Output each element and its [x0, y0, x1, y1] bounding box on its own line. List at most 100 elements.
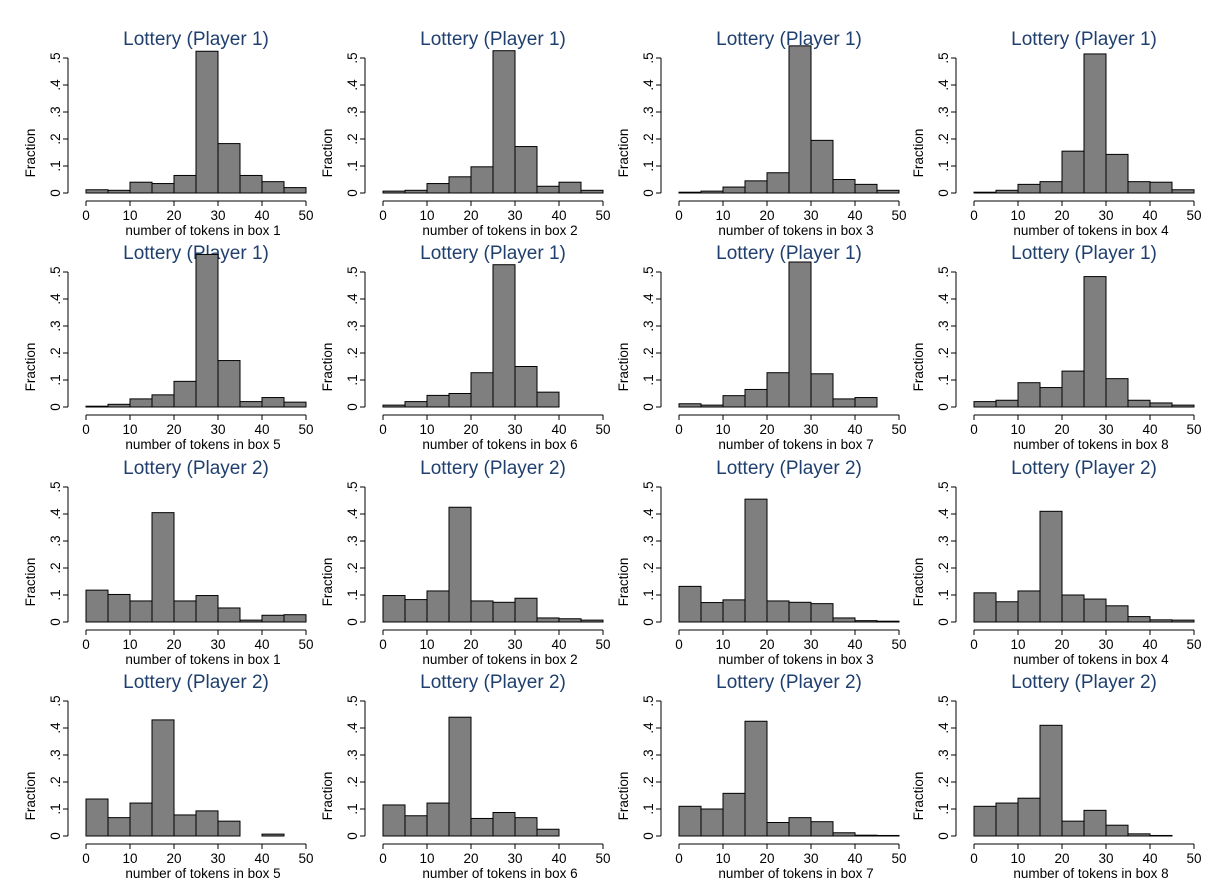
histogram-bar: [678, 191, 702, 194]
histogram-bar: [810, 373, 834, 408]
x-tick-label: 10: [419, 851, 434, 866]
x-tick-label: 30: [803, 422, 818, 437]
histogram-bar: [536, 617, 560, 623]
histogram-bar: [448, 176, 472, 194]
histogram-bar: [217, 607, 241, 623]
y-tick-label: .2: [48, 347, 63, 358]
y-tick-label: .1: [345, 589, 360, 600]
x-tick-label: 20: [1054, 208, 1069, 223]
x-tick-label: 0: [970, 637, 978, 652]
histogram-panel: Lottery (Player 2) 0 .1 .2 .3 .4 .5 Fraction 0 10…: [616, 458, 907, 667]
x-tick-label: 0: [675, 422, 683, 437]
y-tick-label: .4: [48, 79, 63, 91]
histogram-bar: [744, 180, 768, 194]
histogram-bar: [1149, 834, 1173, 837]
histogram-bar: [1105, 605, 1129, 623]
x-axis-label: number of tokens in box 7: [718, 437, 873, 452]
x-tick-label: 10: [715, 851, 730, 866]
y-tick-label: .2: [641, 776, 656, 787]
y-axis-label: Fraction: [320, 129, 335, 178]
panel-title: Lottery (Player 2): [123, 458, 269, 479]
y-tick-label: .4: [48, 508, 63, 520]
y-tick-label: 0: [936, 832, 951, 840]
histogram-bar: [239, 619, 263, 623]
histogram-bar: [722, 395, 746, 408]
y-tick-label: .1: [48, 374, 63, 385]
histogram-bar: [129, 600, 153, 623]
histogram-bar: [766, 172, 790, 194]
x-tick-label: 0: [675, 637, 683, 652]
x-tick-label: 10: [1010, 637, 1025, 652]
x-tick-label: 50: [298, 422, 313, 437]
y-tick-label: .1: [936, 160, 951, 171]
y-tick-label: 0: [48, 618, 63, 626]
histogram-bar: [195, 595, 219, 623]
x-tick-label: 40: [254, 208, 269, 223]
y-tick-label: .1: [48, 160, 63, 171]
histogram-bar: [700, 808, 724, 837]
x-tick-label: 20: [1054, 422, 1069, 437]
y-tick-label: .1: [345, 160, 360, 171]
x-tick-label: 40: [847, 208, 862, 223]
histogram-bar: [1061, 150, 1085, 194]
x-tick-label: 30: [210, 422, 225, 437]
y-tick-label: .3: [48, 535, 63, 546]
histogram-bar: [85, 798, 109, 837]
histogram-bar: [1017, 183, 1041, 194]
histogram-bar: [580, 189, 604, 194]
x-tick-label: 0: [675, 208, 683, 223]
y-axis-label: Fraction: [616, 343, 631, 392]
panel-title: Lottery (Player 2): [123, 672, 269, 693]
x-tick-label: 40: [551, 422, 566, 437]
y-tick-label: 0: [936, 618, 951, 626]
panel-title: Lottery (Player 1): [716, 29, 862, 50]
y-tick-label: .2: [345, 347, 360, 358]
histogram-panel: Lottery (Player 1) 0 .1 .2 .3 .4 .5 Fraction 0 10…: [911, 243, 1202, 452]
y-tick-label: .2: [48, 133, 63, 144]
panel-title: Lottery (Player 1): [123, 29, 269, 50]
y-tick-label: 0: [641, 618, 656, 626]
histogram-bar: [470, 817, 494, 837]
x-tick-label: 50: [298, 851, 313, 866]
histogram-bar: [1105, 153, 1129, 194]
histogram-bar: [85, 589, 109, 623]
histogram-bar: [810, 603, 834, 623]
x-tick-label: 20: [166, 422, 181, 437]
histogram-panel: Lottery (Player 2) 0 .1 .2 .3 .4 .5 Fraction 0 10…: [23, 458, 314, 667]
histogram-bar: [261, 833, 285, 837]
x-axis-label: number of tokens in box 1: [125, 223, 280, 238]
y-tick-label: .1: [345, 803, 360, 814]
histogram-bar: [404, 401, 428, 408]
histogram-bar: [283, 187, 307, 194]
x-tick-label: 40: [847, 851, 862, 866]
y-tick-label: .2: [345, 133, 360, 144]
x-tick-label: 30: [507, 208, 522, 223]
histogram-bar: [1149, 619, 1173, 623]
x-tick-label: 30: [507, 851, 522, 866]
y-tick-label: .3: [641, 320, 656, 331]
histogram-bar: [995, 189, 1019, 194]
histogram-bar: [1127, 399, 1151, 408]
histogram-bar: [426, 590, 450, 623]
y-axis-label: Fraction: [320, 558, 335, 607]
x-tick-label: 10: [122, 422, 137, 437]
histogram-bar: [1127, 616, 1151, 623]
y-tick-label: .2: [936, 133, 951, 144]
x-axis-label: number of tokens in box 4: [1013, 223, 1169, 238]
histogram-panel: Lottery (Player 2) 0 .1 .2 .3 .4 .5 Fraction 0 10…: [320, 672, 611, 881]
histogram-bar: [995, 399, 1019, 408]
histogram-bar: [492, 601, 516, 623]
histogram-bar: [1083, 809, 1107, 837]
histogram-bar: [1127, 181, 1151, 194]
y-tick-label: .2: [936, 347, 951, 358]
y-tick-label: 0: [345, 403, 360, 411]
histogram-bar: [151, 719, 175, 837]
y-tick-label: 0: [641, 189, 656, 197]
y-tick-label: .5: [345, 481, 360, 492]
histogram-bar: [744, 388, 768, 408]
y-tick-label: .2: [48, 776, 63, 787]
histogram-bar: [239, 174, 263, 194]
histogram-bar: [283, 401, 307, 408]
histogram-bar: [1039, 181, 1063, 194]
histogram-bar: [766, 600, 790, 623]
